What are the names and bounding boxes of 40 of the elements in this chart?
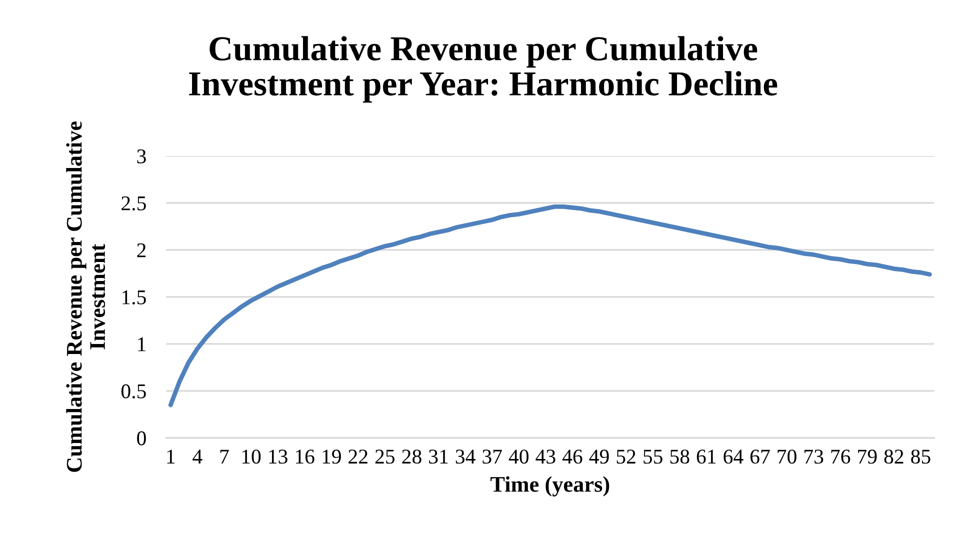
x-tick-label: 79 — [858, 450, 877, 464]
x-tick-label: 7 — [220, 450, 229, 464]
x-tick-label: 22 — [348, 450, 368, 464]
chart-title: Cumulative Revenue per Cumulative Investment per Year: Harmonic Decline — [189, 36, 778, 103]
x-tick-label: 1 — [167, 450, 175, 464]
x-tick-label: 16 — [296, 450, 314, 464]
x-tick-label: 61 — [696, 450, 716, 464]
x-tick-label: 25 — [375, 450, 395, 464]
y-tick-label: 2 — [137, 243, 146, 258]
x-tick-label: 40 — [508, 450, 529, 464]
x-tick-label: 13 — [269, 450, 288, 464]
x-tick-label: 64 — [724, 450, 744, 464]
x-axis-title: Time (years) — [490, 476, 610, 496]
x-tick-label: 82 — [884, 450, 904, 464]
x-tick-label: 4 — [192, 450, 202, 464]
x-tick-label: 10 — [242, 450, 261, 464]
x-tick-label: 85 — [911, 450, 930, 464]
x-tick-label: 19 — [322, 450, 341, 464]
x-tick-label: 70 — [778, 450, 796, 464]
x-tick-label: 43 — [536, 450, 556, 464]
x-tick-label: 67 — [750, 450, 770, 464]
y-tick-label: 1 — [138, 337, 146, 352]
x-tick-label: 76 — [831, 450, 850, 464]
x-tick-label: 55 — [644, 450, 662, 464]
x-tick-label: 34 — [456, 450, 476, 464]
y-tick-label: 2.5 — [122, 196, 146, 210]
line-series — [168, 204, 932, 408]
x-tick-label: 73 — [804, 450, 824, 464]
x-tick-label: 52 — [616, 450, 636, 464]
y-tick-label: 1.5 — [122, 290, 146, 304]
y-tick-label: 0 — [137, 431, 146, 446]
x-tick-label: 37 — [482, 450, 502, 464]
y-tick-label: 3 — [137, 149, 146, 164]
x-tick-label: 46 — [562, 450, 582, 464]
x-tick-label: 58 — [670, 450, 690, 464]
x-tick-label: 49 — [589, 450, 609, 464]
x-tick-label: 31 — [429, 450, 448, 464]
x-tick-label: 28 — [402, 450, 422, 464]
y-tick-label: 0.5 — [121, 384, 146, 398]
y-axis-title: Cumulative Revenue per Cumulative Investment — [66, 121, 106, 472]
